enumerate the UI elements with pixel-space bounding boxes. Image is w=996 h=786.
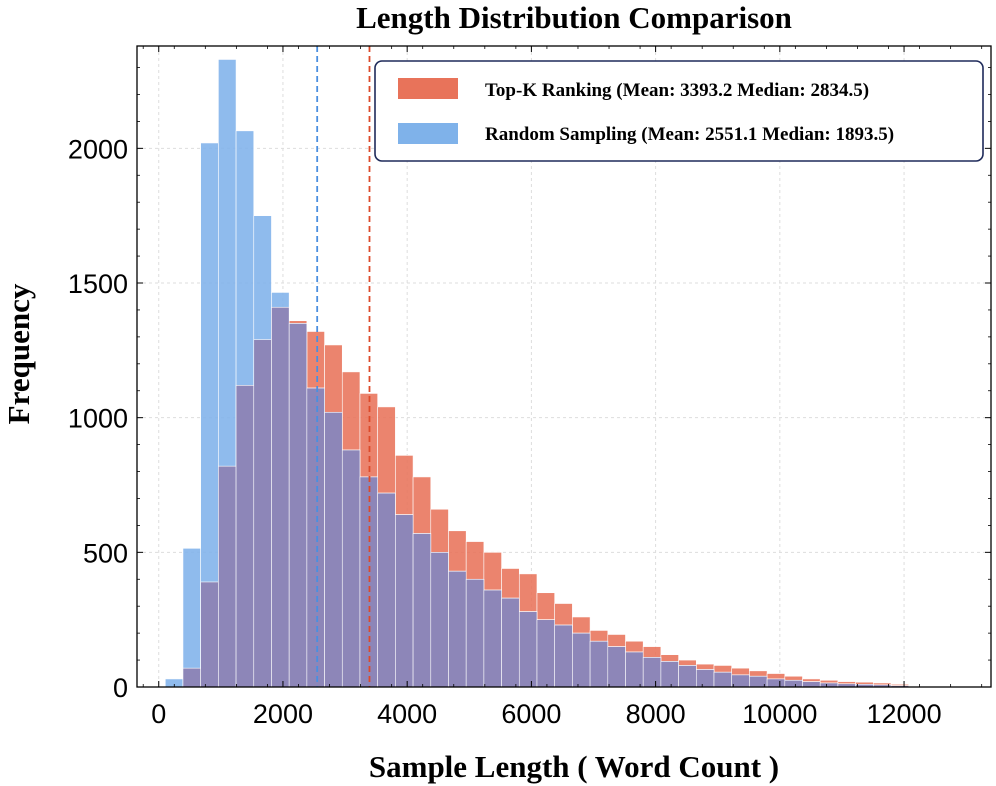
x-tick-label: 6000 — [501, 699, 561, 729]
y-tick-label: 0 — [113, 673, 128, 703]
y-tick-label: 1000 — [68, 404, 128, 434]
y-tick-label: 1500 — [68, 269, 128, 299]
bar-overlap — [395, 514, 414, 688]
bar-overlap — [536, 619, 555, 688]
bar-overlap — [218, 465, 237, 688]
chart-title: Length Distribution Comparison — [356, 0, 792, 35]
bar-overlap — [625, 651, 644, 688]
bar-overlap — [235, 385, 255, 688]
overlap-region-bars — [182, 306, 910, 688]
legend-swatch-topk-ranking — [398, 78, 458, 99]
bar-overlap — [713, 671, 732, 688]
x-tick-label: 10000 — [742, 699, 817, 729]
x-tick-label: 2000 — [253, 699, 313, 729]
bar-overlap — [501, 597, 520, 688]
bar-overlap — [448, 570, 467, 688]
x-tick-label: 8000 — [626, 699, 686, 729]
bar-overlap — [642, 657, 662, 688]
x-axis-label: Sample Length ( Word Count ) — [369, 749, 779, 784]
bar-overlap — [253, 339, 272, 688]
legend-label-random-sampling: Random Sampling (Mean: 2551.1 Median: 18… — [485, 124, 894, 145]
bar-overlap — [324, 411, 343, 688]
bar-overlap — [271, 306, 290, 688]
plot-frame — [136, 45, 992, 688]
y-tick-label: 500 — [83, 538, 128, 568]
bar-overlap — [802, 681, 821, 688]
legend-swatch-random-sampling — [398, 123, 458, 144]
bar-overlap — [572, 632, 591, 688]
axis-ticks — [137, 46, 991, 688]
mean-lines — [316, 46, 371, 687]
bar-overlap — [430, 552, 449, 688]
x-tick-label: 0 — [151, 699, 166, 729]
bar-overlap — [784, 679, 803, 688]
bar-overlap — [483, 589, 502, 688]
bar-overlap — [182, 667, 201, 688]
bar-overlap — [731, 674, 750, 688]
bar-overlap — [766, 678, 786, 688]
bar-overlap — [288, 323, 308, 688]
bar-overlap — [465, 578, 485, 688]
bar-overlap — [607, 646, 626, 688]
legend: Top-K Ranking (Mean: 3393.2 Median: 2834… — [374, 60, 984, 162]
x-tick-label: 4000 — [377, 699, 437, 729]
tick-labels: 0 2000 4000 6000 8000 10000 12000 0 500 1000 1500 2… — [68, 134, 942, 729]
bar-overlap — [341, 449, 361, 688]
bar-overlap — [200, 581, 219, 688]
bar-overlap — [554, 624, 573, 688]
bar-overlap — [518, 611, 538, 688]
bar-overlap — [306, 387, 325, 688]
bar-overlap — [589, 640, 609, 688]
bar-overlap — [695, 669, 715, 688]
x-tick-label: 12000 — [867, 699, 942, 729]
bar-overlap — [377, 492, 396, 688]
legend-label-topk-ranking: Top-K Ranking (Mean: 3393.2 Median: 2834… — [485, 80, 869, 101]
bar-random-sampling — [182, 547, 201, 688]
bar-overlap — [660, 661, 679, 688]
y-tick-label: 2000 — [68, 134, 128, 164]
bar-overlap — [678, 665, 697, 688]
y-axis-label: Frequency — [1, 283, 36, 424]
legend-box — [374, 60, 984, 162]
bar-overlap — [412, 533, 432, 688]
